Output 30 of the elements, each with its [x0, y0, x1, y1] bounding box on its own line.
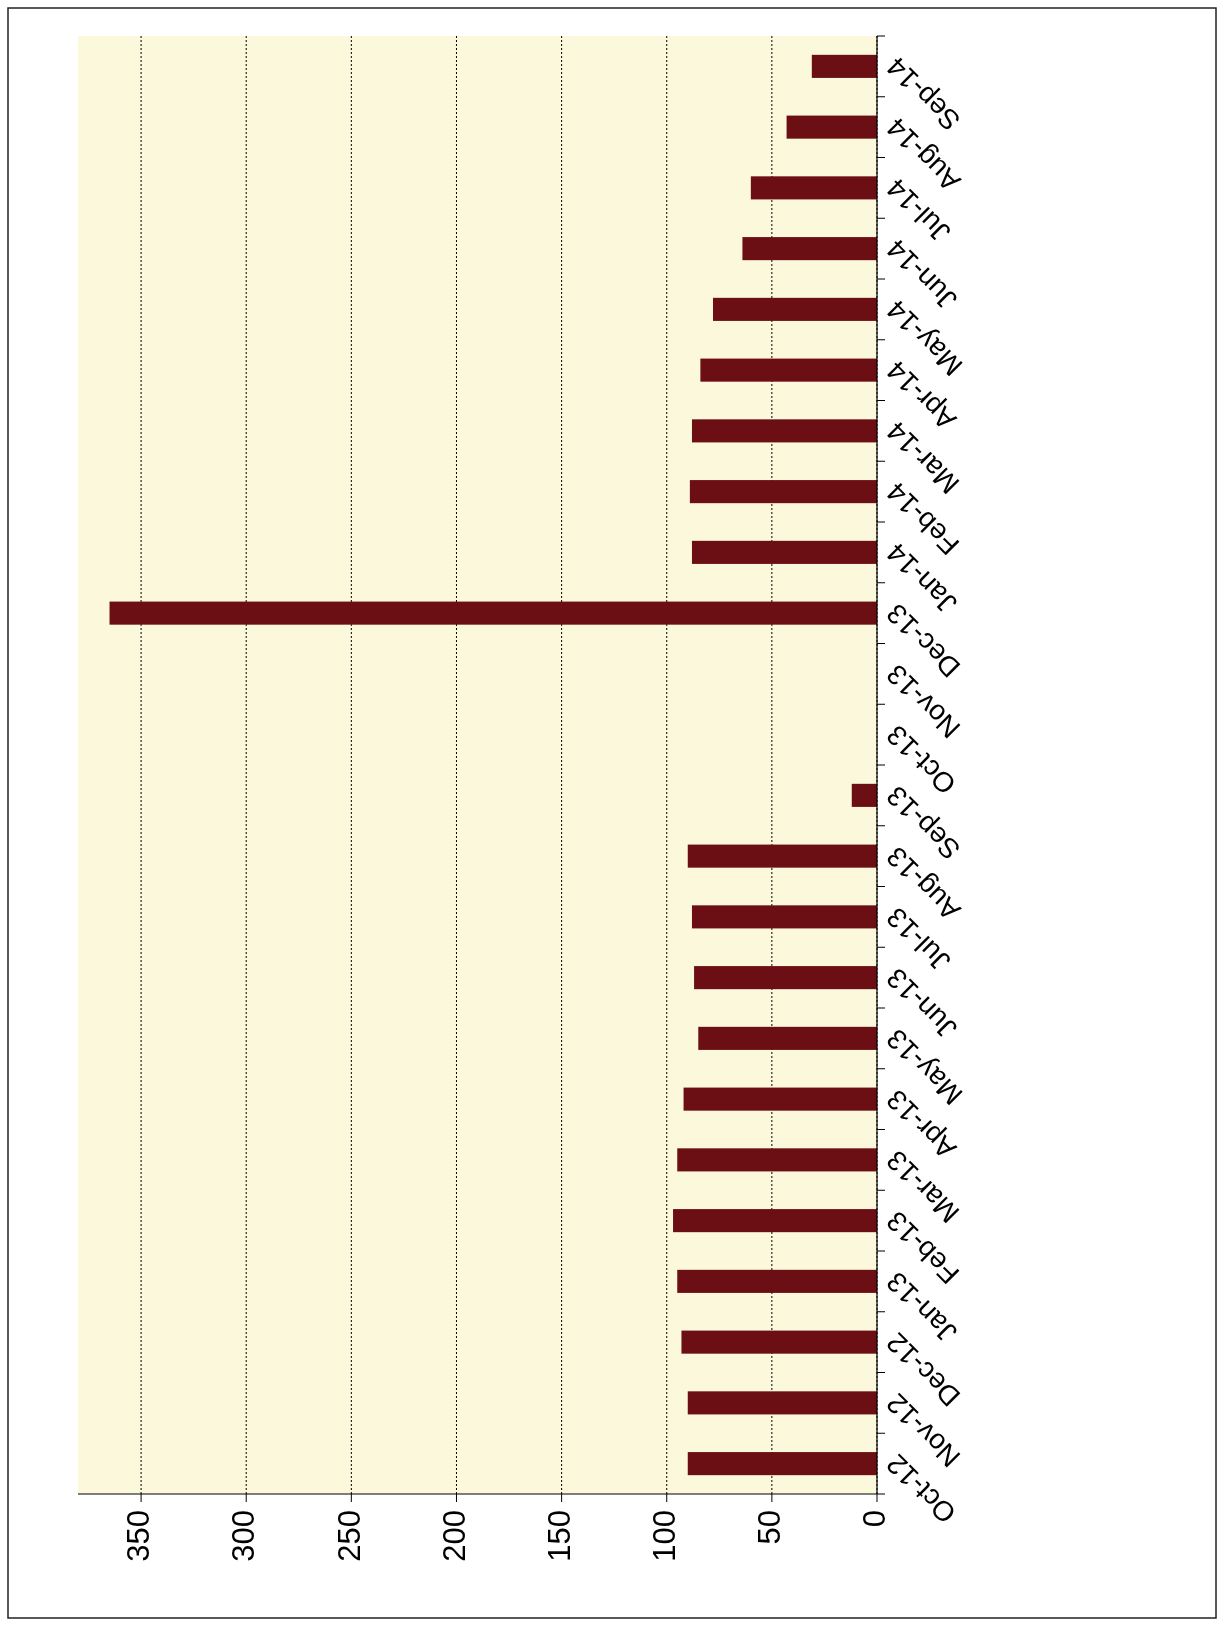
bar — [677, 1269, 877, 1293]
bar — [811, 54, 877, 78]
x-tick-label: 350 — [121, 1510, 157, 1562]
bar — [689, 480, 877, 504]
x-tick-label: 50 — [752, 1510, 788, 1545]
bar — [851, 783, 877, 807]
x-tick-label: 100 — [646, 1510, 682, 1562]
bar — [673, 1209, 877, 1233]
bar — [683, 1087, 877, 1111]
bar — [677, 1148, 877, 1172]
bar — [698, 1026, 877, 1050]
x-tick-label: 300 — [226, 1510, 262, 1562]
x-tick-label: 0 — [857, 1510, 893, 1528]
bar — [691, 905, 877, 929]
bar — [109, 601, 877, 625]
bar — [694, 966, 877, 990]
x-tick-label: 150 — [541, 1510, 577, 1562]
bar — [742, 237, 877, 261]
bar — [687, 1391, 877, 1415]
bar — [681, 1330, 877, 1354]
x-tick-label: 250 — [331, 1510, 367, 1562]
bar — [687, 844, 877, 868]
bar — [691, 540, 877, 564]
bar — [786, 115, 877, 139]
bar — [691, 419, 877, 443]
x-tick-label: 200 — [436, 1510, 472, 1562]
bar — [713, 297, 877, 321]
bar — [700, 358, 877, 382]
bar — [687, 1452, 877, 1476]
bar — [750, 176, 877, 200]
